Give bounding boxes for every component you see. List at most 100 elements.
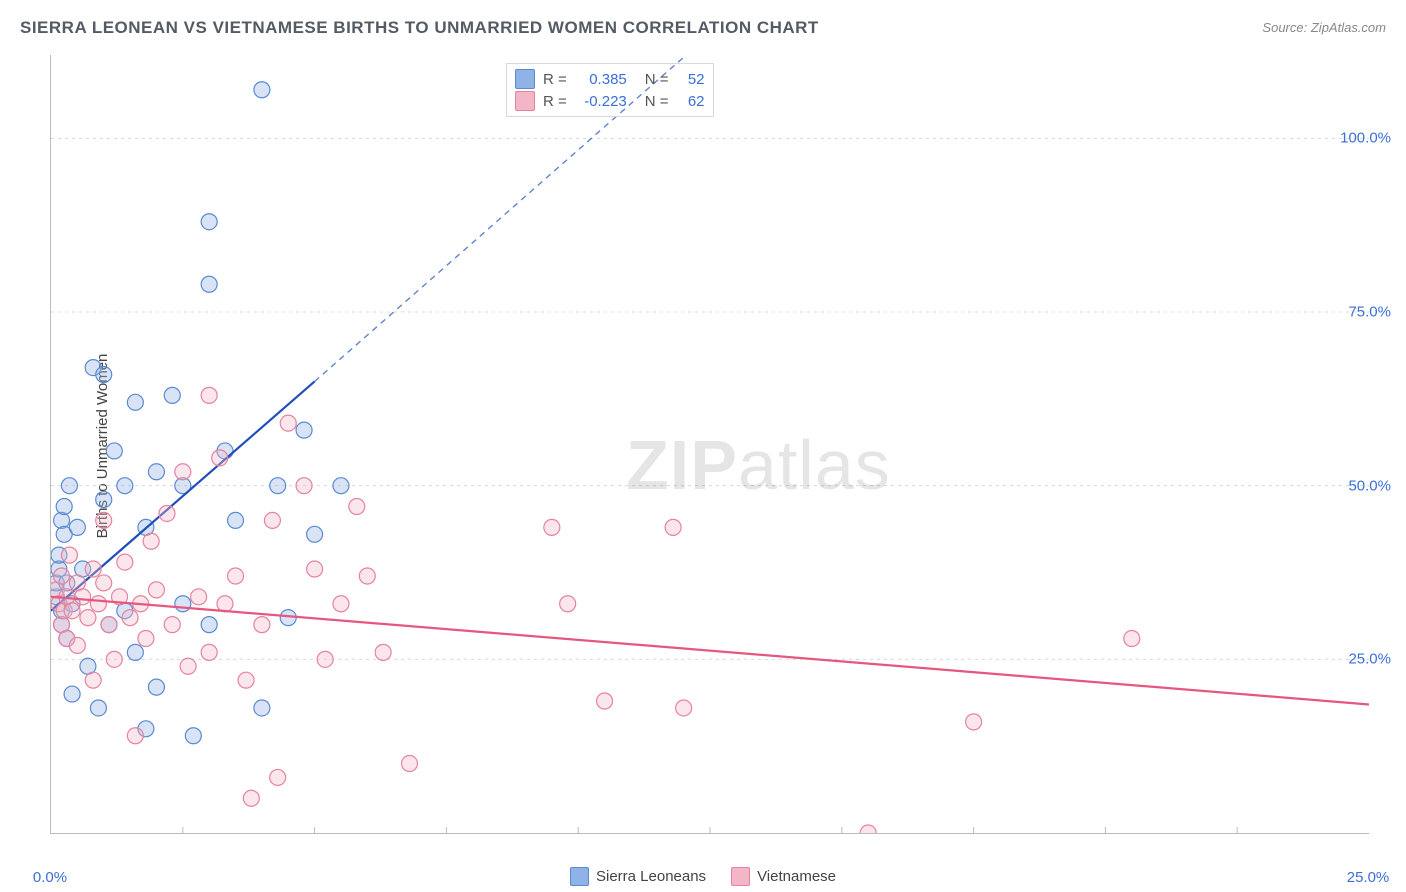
data-point — [164, 617, 180, 633]
data-point — [544, 519, 560, 535]
data-point — [201, 387, 217, 403]
data-point — [254, 82, 270, 98]
data-point — [307, 561, 323, 577]
x-tick-label: 25.0% — [1347, 869, 1390, 886]
data-point — [148, 582, 164, 598]
data-point — [264, 512, 280, 528]
source-citation: Source: ZipAtlas.com — [1262, 20, 1386, 35]
data-point — [117, 554, 133, 570]
data-point — [75, 589, 91, 605]
legend-item: Vietnamese — [731, 867, 836, 886]
data-point — [69, 519, 85, 535]
data-point — [217, 596, 233, 612]
data-point — [201, 276, 217, 292]
data-point — [64, 603, 80, 619]
data-point — [122, 610, 138, 626]
y-tick-label: 25.0% — [1348, 651, 1391, 668]
stat-r-value: -0.223 — [575, 93, 627, 110]
legend-label: Sierra Leoneans — [596, 868, 706, 885]
data-point — [54, 512, 70, 528]
data-point — [159, 505, 175, 521]
data-point — [201, 214, 217, 230]
source-value: ZipAtlas.com — [1311, 20, 1386, 35]
stat-n-value: 62 — [677, 93, 705, 110]
data-point — [270, 478, 286, 494]
stat-r-label: R = — [543, 93, 567, 110]
source-label: Source: — [1262, 20, 1307, 35]
data-point — [201, 617, 217, 633]
data-point — [307, 526, 323, 542]
y-tick-label: 75.0% — [1348, 304, 1391, 321]
data-point — [96, 492, 112, 508]
chart-title: SIERRA LEONEAN VS VIETNAMESE BIRTHS TO U… — [20, 18, 819, 38]
legend-swatch — [515, 69, 535, 89]
data-point — [333, 596, 349, 612]
chart-container: SIERRA LEONEAN VS VIETNAMESE BIRTHS TO U… — [0, 0, 1406, 892]
data-point — [280, 415, 296, 431]
data-point — [180, 658, 196, 674]
data-point — [101, 617, 117, 633]
stat-n-value: 52 — [677, 71, 705, 88]
data-point — [254, 617, 270, 633]
data-point — [676, 700, 692, 716]
data-point — [85, 561, 101, 577]
data-point — [148, 679, 164, 695]
data-point — [359, 568, 375, 584]
data-point — [143, 533, 159, 549]
data-point — [201, 644, 217, 660]
x-tick-label: 0.0% — [33, 869, 67, 886]
data-point — [243, 790, 259, 806]
data-point — [56, 499, 72, 515]
data-point — [106, 443, 122, 459]
stat-r-value: 0.385 — [575, 71, 627, 88]
data-point — [191, 589, 207, 605]
legend-stats-row: R = -0.223 N = 62 — [515, 90, 705, 112]
data-point — [175, 464, 191, 480]
legend-stats: R = 0.385 N = 52 R = -0.223 N = 62 — [506, 63, 714, 117]
data-point — [185, 728, 201, 744]
data-point — [212, 450, 228, 466]
data-point — [966, 714, 982, 730]
data-point — [860, 825, 876, 833]
data-point — [228, 512, 244, 528]
data-point — [560, 596, 576, 612]
data-point — [127, 644, 143, 660]
data-point — [127, 728, 143, 744]
data-point — [317, 651, 333, 667]
data-point — [254, 700, 270, 716]
legend-item: Sierra Leoneans — [570, 867, 706, 886]
data-point — [85, 672, 101, 688]
data-point — [349, 499, 365, 515]
stat-r-label: R = — [543, 71, 567, 88]
stat-n-label: N = — [645, 93, 669, 110]
data-point — [175, 596, 191, 612]
data-point — [164, 387, 180, 403]
data-point — [61, 547, 77, 563]
data-point — [127, 394, 143, 410]
data-point — [375, 644, 391, 660]
data-point — [80, 610, 96, 626]
data-point — [1124, 631, 1140, 647]
data-point — [54, 568, 70, 584]
data-point — [665, 519, 681, 535]
data-point — [90, 700, 106, 716]
data-point — [96, 575, 112, 591]
y-tick-label: 50.0% — [1348, 477, 1391, 494]
data-point — [148, 464, 164, 480]
legend-label: Vietnamese — [757, 868, 836, 885]
data-point — [270, 769, 286, 785]
legend-swatch — [731, 867, 750, 886]
legend-stats-row: R =0.385N =52 — [515, 68, 705, 90]
data-point — [228, 568, 244, 584]
data-point — [597, 693, 613, 709]
data-point — [138, 631, 154, 647]
y-tick-label: 100.0% — [1340, 130, 1391, 147]
data-point — [296, 478, 312, 494]
scatter-svg — [51, 55, 1369, 833]
data-point — [106, 651, 122, 667]
plot-area: ZIPatlas R =0.385N =52R =-0.223N =62 — [50, 55, 1369, 834]
data-point — [64, 686, 80, 702]
data-point — [296, 422, 312, 438]
legend-series: Sierra Leoneans Vietnamese — [570, 867, 836, 886]
data-point — [401, 756, 417, 772]
